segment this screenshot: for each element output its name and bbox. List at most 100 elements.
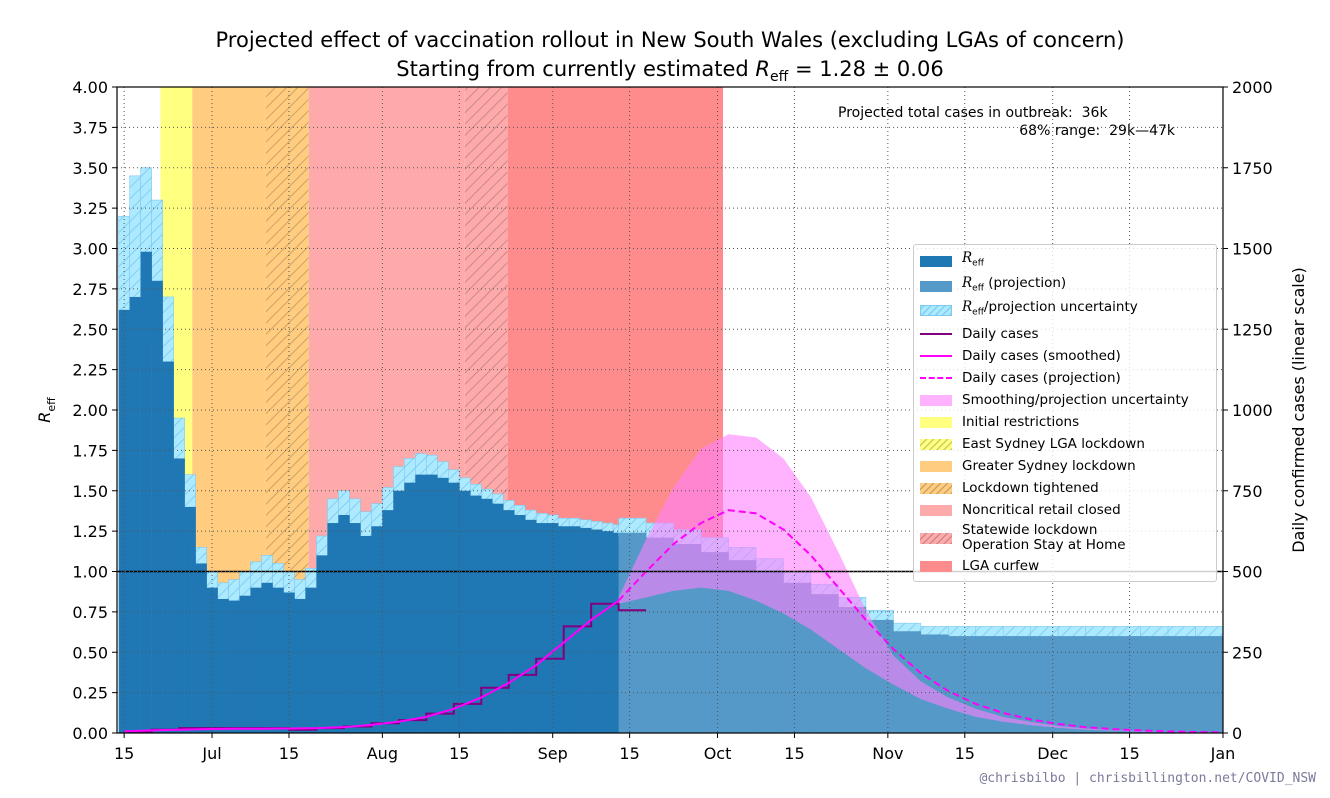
x-tick-label: 15 bbox=[114, 744, 134, 763]
chart-subtitle: Starting from currently estimated Reff =… bbox=[396, 57, 943, 85]
y-tick-label: 0.25 bbox=[72, 684, 108, 703]
legend-subscript: eff bbox=[972, 283, 984, 294]
y2-tick-label: 1500 bbox=[1232, 240, 1273, 259]
reff-bar bbox=[217, 598, 229, 733]
case-line bbox=[124, 599, 620, 733]
legend-patch bbox=[920, 333, 952, 336]
reff-bar bbox=[294, 598, 306, 733]
y-label-subscript: eff bbox=[45, 397, 58, 412]
reff-bar bbox=[338, 514, 350, 733]
legend-patch bbox=[920, 280, 952, 292]
y-label-symbol: R bbox=[35, 412, 54, 423]
legend-label-text: LGA curfew bbox=[962, 557, 1040, 574]
reff-bar bbox=[948, 636, 977, 733]
legend-label-text: Greater Sydney lockdown bbox=[962, 457, 1136, 474]
reff-bar bbox=[316, 555, 328, 733]
legend-item: Daily cases bbox=[914, 323, 1216, 345]
y-tick-label: 3.00 bbox=[72, 240, 108, 259]
reff-bar bbox=[129, 296, 141, 733]
y2-tick-label: 0 bbox=[1232, 724, 1242, 743]
x-tick-label: 15 bbox=[449, 744, 469, 763]
y-tick-label: 3.50 bbox=[72, 159, 108, 178]
annotation: 68% range: 29k—47k bbox=[1019, 123, 1176, 139]
y-tick-label: 2.00 bbox=[72, 401, 108, 420]
legend-label-text: Noncritical retail closed bbox=[962, 501, 1121, 518]
legend-label: Reff/projection uncertainty bbox=[962, 300, 1138, 321]
y-tick-label: 2.50 bbox=[72, 320, 108, 339]
legend-patch bbox=[920, 460, 952, 472]
reff-bar bbox=[151, 280, 163, 733]
reff-bar bbox=[1058, 636, 1086, 733]
legend-patch bbox=[920, 255, 952, 267]
reff-bar bbox=[195, 563, 207, 733]
y2-tick-label: 1000 bbox=[1232, 401, 1273, 420]
reff-bar bbox=[239, 595, 251, 733]
legend-item: East Sydney LGA lockdown bbox=[914, 433, 1216, 455]
y-tick-label: 2.25 bbox=[72, 361, 108, 380]
reff-bar bbox=[481, 498, 493, 733]
legend-item: Noncritical retail closed bbox=[914, 499, 1216, 521]
subtitle-symbol: R bbox=[755, 57, 770, 81]
y-tick-label: 1.50 bbox=[72, 482, 108, 501]
legend-label-rest: (projection) bbox=[983, 274, 1067, 291]
reff-bar bbox=[404, 482, 416, 733]
annotation: Projected total cases in outbreak: 36k bbox=[838, 105, 1108, 121]
legend-label: Reff bbox=[962, 251, 984, 272]
x-tick-label: 15 bbox=[1119, 744, 1139, 763]
subtitle-subscript: eff bbox=[770, 69, 789, 85]
reff-bar bbox=[426, 474, 438, 733]
subtitle-text: Starting from currently estimated bbox=[396, 57, 755, 81]
y2-tick-label: 1250 bbox=[1232, 320, 1273, 339]
reff-bar bbox=[184, 506, 196, 733]
reff-bar bbox=[580, 527, 592, 733]
reff-bar bbox=[591, 529, 603, 733]
reff-bar bbox=[393, 490, 405, 733]
reff-bar bbox=[140, 251, 152, 733]
legend-label: Reff (projection) bbox=[962, 274, 1067, 297]
reff-bar bbox=[1195, 636, 1223, 733]
legend-label: Daily cases (smoothed) bbox=[962, 347, 1121, 364]
legend-patch bbox=[920, 416, 952, 428]
legend-item: Daily cases (projection) bbox=[914, 367, 1216, 389]
reff-bar bbox=[536, 523, 548, 733]
legend-label-text: East Sydney LGA lockdown bbox=[962, 435, 1145, 452]
legend-item: Smoothing/projection uncertainty bbox=[914, 389, 1216, 411]
x-tick-label: 15 bbox=[279, 744, 299, 763]
legend-patch bbox=[920, 560, 952, 572]
legend-label-text: Statewide lockdown Operation Stay at Hom… bbox=[962, 522, 1126, 554]
x-tick-label: 15 bbox=[784, 744, 804, 763]
reff-uncertainty bbox=[1222, 626, 1223, 640]
reff-bar bbox=[1113, 636, 1141, 733]
y-tick-label: 2.75 bbox=[72, 280, 108, 299]
reff-bar bbox=[305, 587, 317, 733]
reff-bar bbox=[1085, 636, 1114, 733]
x-tick-label: 15 bbox=[619, 744, 639, 763]
x-tick-label: Sep bbox=[538, 744, 568, 763]
y-tick-label: 0.50 bbox=[72, 643, 108, 662]
reff-bar bbox=[492, 503, 504, 733]
case-line bbox=[617, 509, 1223, 733]
reff-bar bbox=[371, 526, 383, 733]
legend-patch bbox=[920, 504, 952, 516]
reff-bar bbox=[437, 477, 449, 733]
reff-bar bbox=[525, 519, 537, 733]
legend-label-text: Initial restrictions bbox=[962, 413, 1080, 430]
legend-label: Greater Sydney lockdown bbox=[962, 457, 1136, 474]
y-tick-label: 4.00 bbox=[72, 78, 108, 97]
legend-item: Greater Sydney lockdown bbox=[914, 455, 1216, 477]
case-uncertainty-band bbox=[618, 434, 1223, 733]
legend-patch bbox=[920, 305, 952, 317]
reff-bar bbox=[272, 587, 284, 733]
legend-patch bbox=[920, 532, 952, 544]
y2-tick-label: 750 bbox=[1232, 482, 1263, 501]
y-tick-label: 0.00 bbox=[72, 724, 108, 743]
reff-bar bbox=[1140, 636, 1169, 733]
reff-bar bbox=[162, 361, 174, 733]
legend-item: Initial restrictions bbox=[914, 411, 1216, 433]
legend-label-text: Lockdown tightened bbox=[962, 479, 1099, 496]
reff-bar bbox=[415, 474, 427, 733]
legend-label-text: Daily cases (smoothed) bbox=[962, 347, 1121, 364]
chart-title: Projected effect of vaccination rollout … bbox=[216, 28, 1125, 52]
reff-bar bbox=[569, 526, 581, 733]
